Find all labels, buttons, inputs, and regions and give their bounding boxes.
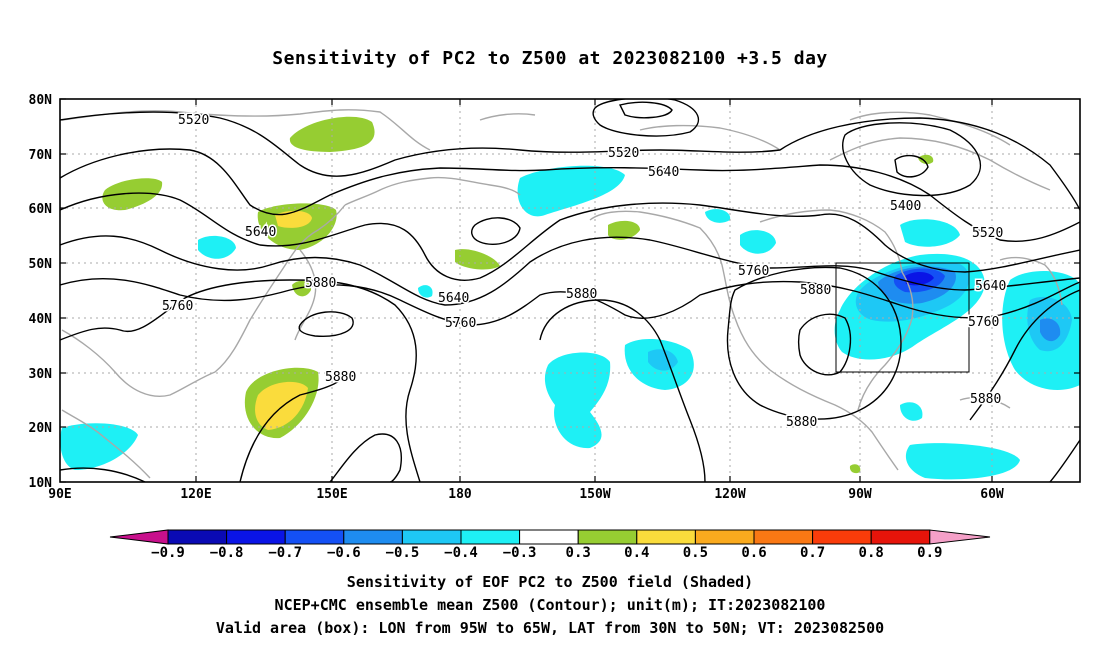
axis-ticks [60, 98, 1080, 483]
colorbar-label: −0.3 [503, 545, 537, 561]
lon-label: 90W [848, 487, 872, 502]
shade-positive [102, 178, 163, 211]
map-frame [59, 98, 1081, 483]
colorbar-bin [343, 529, 403, 545]
colorbar-label: −0.8 [210, 545, 244, 561]
shade-negative [740, 230, 776, 254]
shade-negative [905, 443, 1020, 480]
contour-label: 5880 [800, 283, 831, 298]
contour-label: 5520 [608, 146, 639, 161]
colorbar-label: −0.4 [444, 545, 478, 561]
sensitivity-map: 5520 5520 5640 5400 5520 5640 5760 5880 … [29, 93, 1081, 561]
colorbar-bin [226, 529, 286, 545]
colorbar-label: 0.6 [741, 545, 766, 561]
lat-label: 40N [29, 312, 53, 327]
contour-label: 5880 [305, 276, 336, 291]
shade-positive [455, 249, 500, 270]
caption-line-2: NCEP+CMC ensemble mean Z500 (Contour); u… [274, 596, 826, 614]
lat-label: 60N [29, 202, 53, 217]
colorbar-label: 0.8 [859, 545, 884, 561]
colorbar-bin [753, 529, 814, 545]
contour-label: 5400 [890, 199, 921, 214]
colorbar-label: −0.5 [386, 545, 420, 561]
colorbar-label: 0.5 [683, 545, 708, 561]
contour-label: 5760 [968, 315, 999, 330]
contour-label: 5880 [970, 392, 1001, 407]
lat-label: 50N [29, 257, 53, 272]
lat-label: 70N [29, 148, 53, 163]
lon-label: 120W [714, 487, 745, 502]
lon-label: 150E [316, 487, 347, 502]
shade-negative [900, 402, 923, 421]
colorbar-bin [519, 529, 579, 545]
contour-label: 5640 [438, 291, 469, 306]
colorbar-bin [167, 529, 228, 545]
shade-negative [517, 165, 625, 217]
shade-negative [418, 285, 433, 298]
colorbar: −0.9 −0.8 −0.7 −0.6 −0.5 −0.4 −0.3 0.3 0.4 0.5 0.6… [109, 529, 991, 561]
shade-positive [275, 210, 312, 228]
contour-labels: 5520 5520 5640 5400 5520 5640 5760 5880 … [161, 112, 1008, 432]
lat-labels: 80N 70N 60N 50N 40N 30N 20N 10N [29, 93, 53, 491]
contour-label: 5520 [972, 226, 1003, 241]
colorbar-bin [577, 529, 638, 545]
shade-positive [255, 381, 308, 430]
lon-label: 150W [579, 487, 610, 502]
shade-positive [849, 464, 861, 474]
shade-positive [289, 116, 375, 152]
lat-label: 30N [29, 367, 53, 382]
shade-negative [544, 352, 611, 449]
lat-label: 10N [29, 476, 53, 491]
shade-positive [292, 280, 312, 297]
lon-labels: 90E 120E 150E 180 150W 120W 90W 60W [48, 487, 1004, 502]
contour-label: 5760 [162, 299, 193, 314]
colorbar-label: 0.9 [917, 545, 942, 561]
coastlines [61, 109, 1063, 479]
colorbar-bin [460, 529, 521, 545]
colorbar-arrow-min [109, 529, 169, 545]
contour-label: 5880 [566, 287, 597, 302]
colorbar-bin [694, 529, 755, 545]
shade-negative [705, 209, 731, 223]
lat-label: 20N [29, 421, 53, 436]
contour-label: 5760 [445, 316, 476, 331]
colorbar-bin [401, 529, 462, 545]
colorbar-bin [636, 529, 696, 545]
shade-negative [198, 235, 236, 259]
contour-label: 5520 [178, 113, 209, 128]
shade-negative [648, 349, 678, 371]
lon-label: 120E [180, 487, 211, 502]
contour-label: 5640 [648, 165, 679, 180]
colorbar-label: −0.9 [151, 545, 185, 561]
lon-label: 180 [448, 487, 472, 502]
contour-label: 5760 [738, 264, 769, 279]
colorbar-bin [284, 529, 345, 545]
colorbar-arrow-max [929, 529, 991, 545]
colorbar-bin [870, 529, 931, 545]
page-title: Sensitivity of PC2 to Z500 at 2023082100… [272, 48, 828, 69]
lon-label: 60W [980, 487, 1004, 502]
z500-contours [60, 99, 1080, 482]
colorbar-label: 0.4 [624, 545, 649, 561]
lat-label: 80N [29, 93, 53, 108]
caption-line-1: Sensitivity of EOF PC2 to Z500 field (Sh… [346, 573, 754, 591]
contour-label: 5880 [786, 415, 817, 430]
lon-label: 90E [48, 487, 71, 502]
shade-positive [608, 220, 640, 240]
valid-area-box [835, 262, 970, 373]
graticule [60, 99, 1080, 482]
shade-positive [918, 154, 934, 165]
caption-line-3: Valid area (box): LON from 95W to 65W, L… [215, 619, 885, 637]
colorbar-label: −0.6 [327, 545, 361, 561]
colorbar-label: −0.7 [268, 545, 302, 561]
shade-negative [60, 423, 138, 470]
colorbar-bin [812, 529, 872, 545]
colorbar-label: 0.7 [800, 545, 825, 561]
contour-label: 5640 [245, 225, 276, 240]
shade-negative [1040, 318, 1061, 342]
colorbar-label: 0.3 [566, 545, 591, 561]
shade-negative [900, 219, 960, 247]
contour-label: 5640 [975, 279, 1006, 294]
contour-label: 5880 [325, 370, 356, 385]
